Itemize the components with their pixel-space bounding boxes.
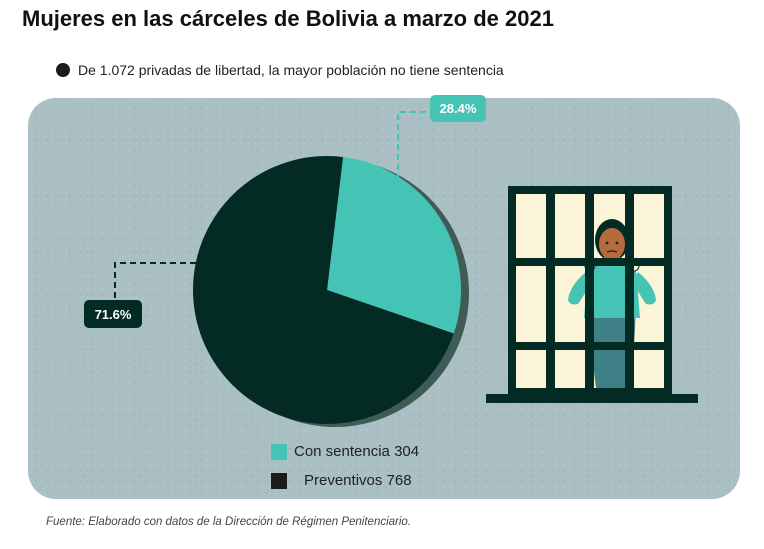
pie-slice-con-sentencia [327, 156, 461, 334]
source-note: Fuente: Elaborado con datos de la Direcc… [46, 516, 412, 528]
legend-item-preventivos: Preventivos 768 [271, 472, 412, 489]
window-bar [546, 194, 555, 388]
window-bar [625, 194, 634, 388]
chart-subtitle: De 1.072 privadas de libertad, la mayor … [78, 62, 504, 78]
window-bar [516, 342, 664, 350]
woman-figure [568, 219, 656, 388]
jail-window-illustration [486, 186, 698, 403]
legend-swatch-preventivos [271, 472, 287, 489]
legend-label-preventivos: Preventivos 768 [304, 472, 412, 489]
subtitle-row: De 1.072 privadas de libertad, la mayor … [56, 62, 504, 78]
legend-item-con-sentencia: Con sentencia 304 [271, 443, 419, 460]
data-label-preventivos: 71.6% [95, 307, 132, 322]
callout-line-con-sentencia [397, 111, 432, 190]
legend-swatch-con-sentencia [271, 443, 287, 460]
callout-line-preventivos [114, 262, 196, 300]
callout-box-con-sentencia [430, 95, 486, 122]
window-bar [516, 258, 664, 266]
window-sill [486, 394, 698, 403]
bullet-icon [56, 63, 70, 77]
chart-title: Mujeres en las cárceles de Bolivia a mar… [22, 6, 554, 31]
window-bar [585, 194, 594, 388]
callout-box-preventivos [84, 300, 142, 328]
legend-label-con-sentencia: Con sentencia 304 [294, 443, 420, 460]
data-label-con-sentencia: 28.4% [440, 101, 477, 116]
pie-slice-preventivos [192, 155, 454, 424]
pie-slices [192, 155, 461, 424]
